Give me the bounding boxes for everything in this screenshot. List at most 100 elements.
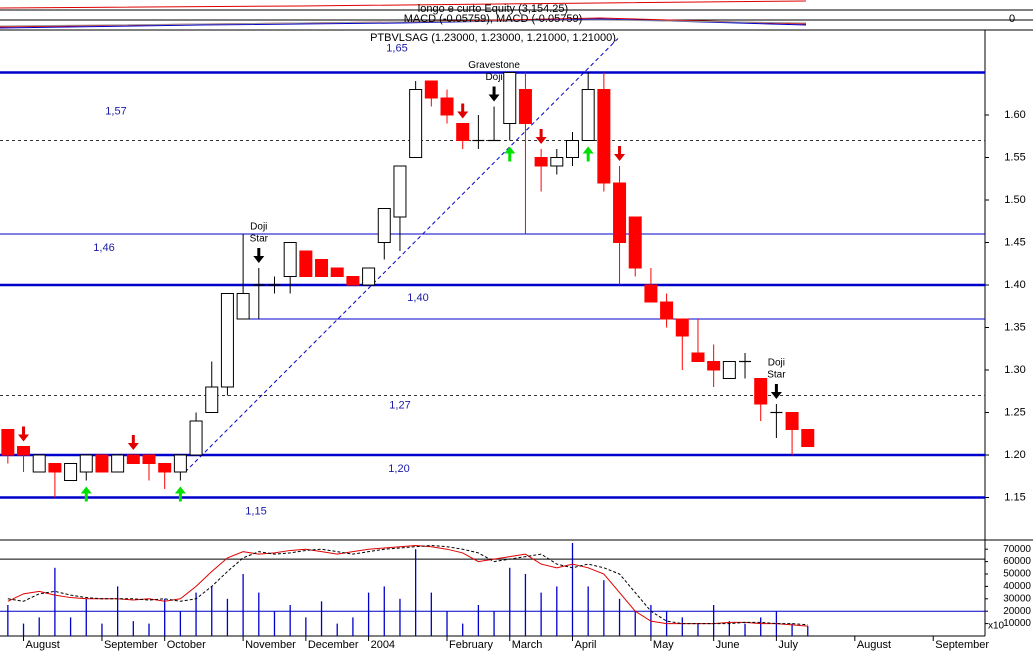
equity-label: longo e curto Equity (3,154.25) <box>418 3 568 15</box>
pattern-label: Doji <box>485 72 502 83</box>
sell-arrow <box>535 129 547 144</box>
candle-body <box>722 361 736 379</box>
y-tick-label: 1.60 <box>1004 109 1025 121</box>
x-tick-label: February <box>449 639 494 651</box>
candle-body <box>503 72 517 124</box>
x-tick-label: December <box>308 639 359 651</box>
candle-body <box>409 89 423 158</box>
candle-body <box>315 259 329 277</box>
candle-body <box>393 165 407 218</box>
candle-body <box>95 454 109 473</box>
volume-tick-label: 20000 <box>1003 606 1031 617</box>
y-tick-label: 1.45 <box>1004 236 1025 248</box>
candle-body <box>565 140 579 158</box>
pattern-label: Star <box>767 370 786 381</box>
candle-body <box>785 412 799 430</box>
candle-body <box>236 293 250 320</box>
x-tick-label: 2004 <box>371 639 395 651</box>
candle-body <box>48 463 62 473</box>
y-tick-label: 1.25 <box>1004 406 1025 418</box>
volume-unit-label: x10 <box>988 621 1005 632</box>
x-tick-label: August <box>857 639 891 651</box>
sell-arrow <box>127 435 139 450</box>
buy-arrow <box>174 486 186 502</box>
candle-body <box>283 242 297 277</box>
pattern-arrow <box>253 248 265 263</box>
y-tick-label: 1.30 <box>1004 364 1025 376</box>
level-label: 1,57 <box>105 105 126 117</box>
candle-body <box>377 208 391 243</box>
pattern-label: Star <box>250 234 269 245</box>
equity-line <box>0 0 807 9</box>
candle-body <box>550 157 564 167</box>
candle-body <box>142 454 156 464</box>
y-tick-label: 1.55 <box>1004 151 1025 163</box>
sell-arrow <box>614 146 626 161</box>
candle-body <box>518 89 532 124</box>
pattern-arrow <box>488 86 500 102</box>
candle-body <box>17 446 31 456</box>
pattern-arrow <box>770 384 782 399</box>
buy-arrow <box>504 146 516 162</box>
x-tick-label: November <box>245 639 296 651</box>
volume-tick-label: 60000 <box>1003 556 1031 567</box>
x-tick-label: July <box>778 639 798 651</box>
x-tick-label: September <box>935 639 989 651</box>
candle-body <box>299 250 313 277</box>
level-label: 1,40 <box>407 292 428 304</box>
candle-body <box>707 361 721 371</box>
level-label: 1,65 <box>386 42 407 54</box>
candle-body <box>126 454 140 464</box>
candle-body <box>675 318 689 337</box>
x-tick-label: March <box>512 639 543 651</box>
macd-hist-line <box>0 19 807 27</box>
volume-tick-label: 30000 <box>1003 593 1031 604</box>
pattern-label: Gravestone <box>468 60 520 71</box>
chart-title: PTBVLSAG (1.23000, 1.23000, 1.21000, 1.2… <box>370 32 616 44</box>
y-tick-label: 1.35 <box>1004 321 1025 333</box>
oscillator-line <box>7 544 808 626</box>
x-tick-label: October <box>167 639 206 651</box>
candle-body <box>111 454 125 473</box>
x-tick-label: August <box>26 639 60 651</box>
level-label: 1,15 <box>245 505 266 517</box>
pattern-label: Doji <box>768 358 785 369</box>
candle-body <box>79 454 93 473</box>
candle-body <box>173 454 187 473</box>
macd-tick-label: 0 <box>1009 13 1015 25</box>
candle-body <box>330 267 344 277</box>
candle-body <box>64 463 78 481</box>
candle-body <box>754 378 768 405</box>
x-tick-label: May <box>653 639 674 651</box>
pattern-label: Doji <box>250 222 267 233</box>
candle-body <box>644 284 658 303</box>
buy-arrow <box>582 146 594 162</box>
level-label: 1,20 <box>388 463 409 475</box>
y-tick-label: 1.20 <box>1004 449 1025 461</box>
candle-body <box>581 89 595 141</box>
top-panels: longo e curto Equity (3,154.25) MACD (-0… <box>0 0 1033 31</box>
candle-body <box>440 97 454 116</box>
level-label: 1,46 <box>93 242 114 254</box>
volume-tick-label: 70000 <box>1003 544 1031 555</box>
sell-arrow <box>457 103 469 119</box>
x-tick-label: April <box>574 639 596 651</box>
y-tick-label: 1.50 <box>1004 194 1025 206</box>
candle-body <box>660 301 674 320</box>
buy-arrow <box>80 486 92 502</box>
candle-body <box>32 454 46 473</box>
candle-body <box>362 267 376 286</box>
macd-label: MACD (-0.05759), MACD (-0.05759) <box>404 13 583 25</box>
y-tick-label: 1.15 <box>1004 491 1025 503</box>
candle-body <box>220 293 234 388</box>
candle-body <box>534 157 548 167</box>
volume-tick-label: 50000 <box>1003 569 1031 580</box>
sell-arrow <box>18 426 30 442</box>
candle-body <box>691 352 705 362</box>
candle-body <box>424 80 438 99</box>
volume-tick-label: 10000 <box>1003 618 1031 629</box>
volume-tick-label: 40000 <box>1003 581 1031 592</box>
y-tick-label: 1.40 <box>1004 279 1025 291</box>
